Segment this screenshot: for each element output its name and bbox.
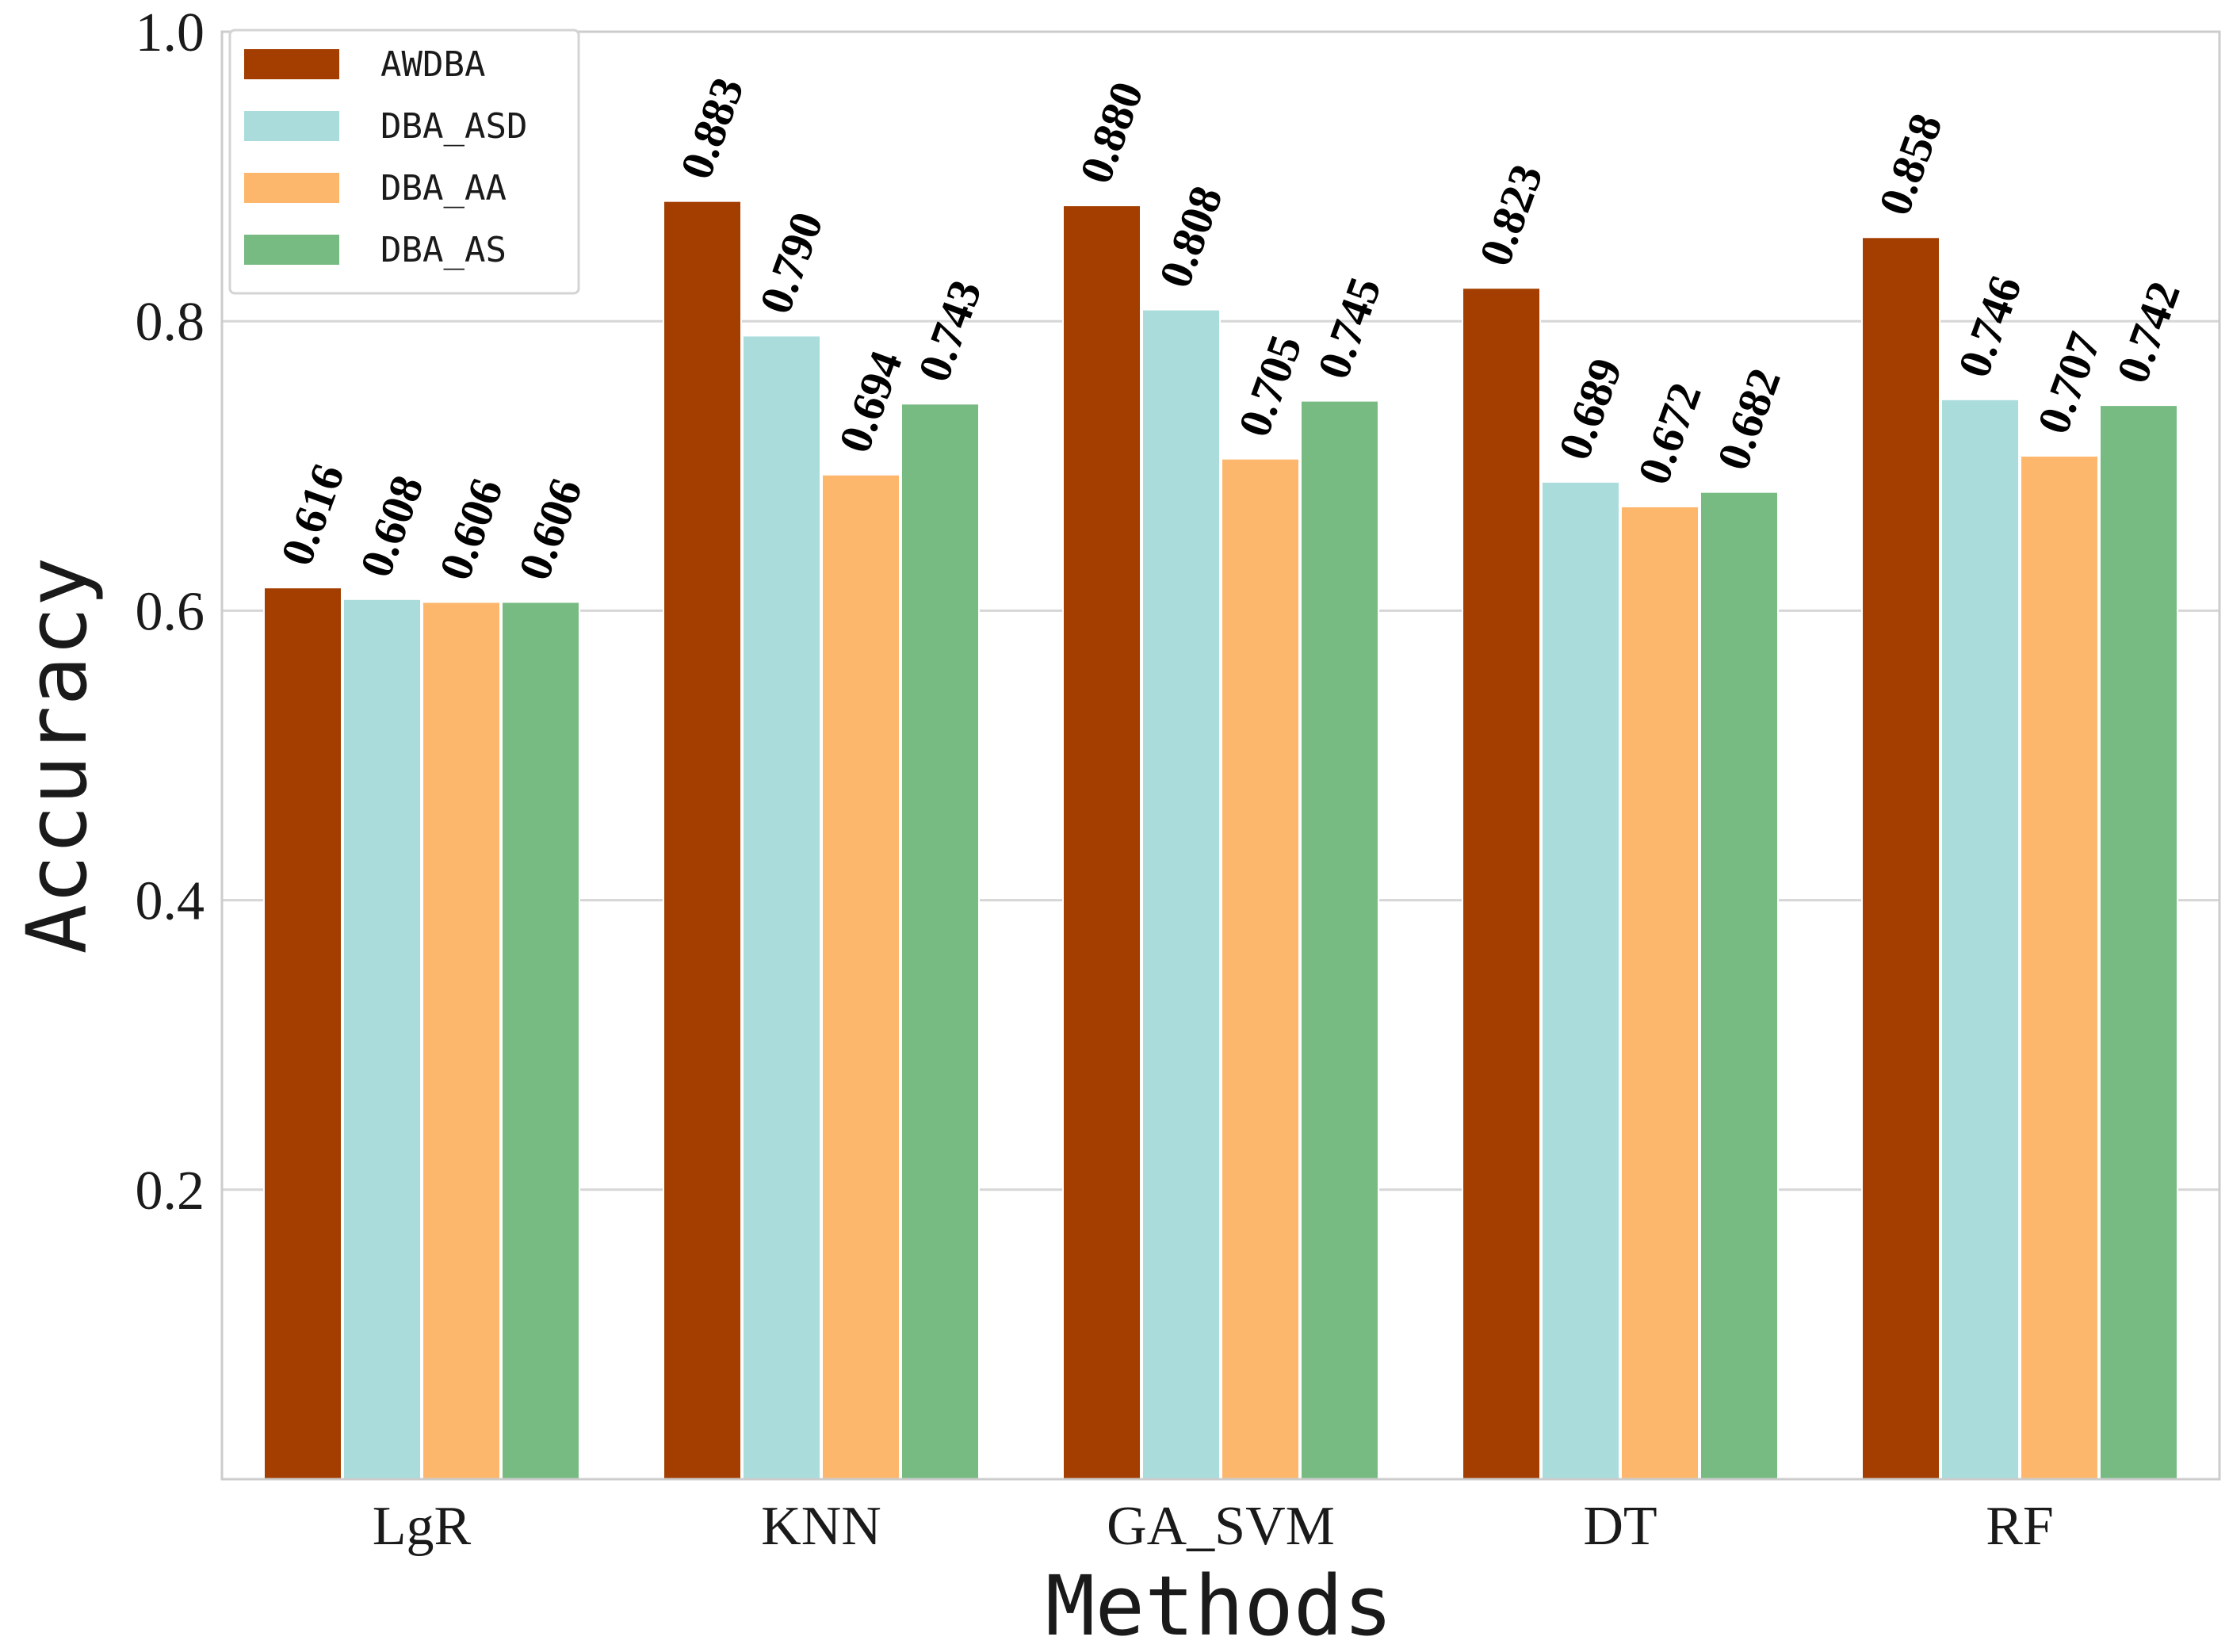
bar-value-label: 0.808 (1149, 179, 1233, 294)
bar-dba-aa (422, 601, 501, 1480)
bar-value-label: 0.883 (670, 71, 754, 185)
x-axis-title: Methods (1046, 1558, 1393, 1652)
bar-dba-aa (821, 473, 900, 1480)
legend: AWDBA DBA_ASD DBA_AA DBA_AS (228, 29, 580, 295)
bar-value-label: 0.745 (1307, 270, 1391, 385)
legend-label: DBA_ASD (380, 106, 527, 147)
bar-value-label: 0.694 (828, 344, 912, 459)
y-axis-title: Accuracy (9, 557, 105, 954)
bar-awdba (1062, 205, 1141, 1480)
y-tick-labels: 0.2 0.4 0.6 0.8 1.0 (136, 2, 205, 1222)
bar-value-label: 0.707 (2027, 326, 2111, 441)
legend-label: DBA_AA (380, 168, 507, 208)
bar-awdba (263, 587, 342, 1481)
bars (263, 200, 2178, 1481)
legend-label: DBA_AS (380, 230, 507, 270)
x-tick-label: DT (1583, 1496, 1657, 1557)
bar-dba-aa (1620, 505, 1699, 1480)
bar-dba-asd (1541, 480, 1620, 1480)
y-tick-label: 0.6 (136, 581, 205, 642)
bar-awdba (663, 200, 742, 1481)
legend-swatch (244, 49, 339, 79)
bar-value-label: 0.606 (508, 472, 592, 587)
y-tick-label: 1.0 (136, 2, 205, 63)
bar-value-label: 0.672 (1627, 377, 1711, 491)
bar-dba-asd (742, 335, 821, 1481)
x-tick-label: RF (1986, 1496, 2054, 1557)
bar-dba-as (900, 403, 980, 1481)
x-tick-label: GA_SVM (1107, 1496, 1335, 1557)
legend-swatch (244, 235, 339, 265)
x-tick-label: KNN (761, 1496, 881, 1557)
bar-value-label: 0.746 (1948, 269, 2032, 384)
bar-dba-as (501, 601, 580, 1480)
bar-value-label: 0.682 (1707, 361, 1791, 476)
y-tick-label: 0.8 (136, 292, 205, 353)
legend-label: AWDBA (380, 44, 485, 85)
bar-value-label: 0.823 (1469, 158, 1553, 273)
bar-dba-aa (1221, 457, 1300, 1480)
bar-dba-as (1699, 491, 1779, 1481)
x-tick-labels: LgR KNN GA_SVM DT RF (373, 1496, 2054, 1557)
bar-value-label: 0.689 (1548, 351, 1632, 466)
bar-value-label: 0.858 (1868, 107, 1952, 222)
bar-dba-asd (1141, 308, 1221, 1480)
legend-swatch (244, 173, 339, 203)
bar-value-label: 0.880 (1069, 75, 1153, 190)
bar-value-label: 0.742 (2106, 275, 2190, 390)
bar-dba-as (2099, 404, 2178, 1480)
plot-frame (220, 30, 2221, 1481)
y-tick-label: 0.2 (136, 1161, 205, 1222)
bar-value-label: 0.743 (908, 273, 992, 388)
bar-value-label: 0.608 (350, 468, 434, 583)
bar-value-label: 0.790 (749, 205, 833, 320)
bar-value-label: 0.606 (429, 472, 513, 587)
legend-swatch (244, 111, 339, 141)
bar-value-label: 0.705 (1228, 328, 1312, 443)
bar-dba-as (1300, 400, 1379, 1480)
bar-awdba (1861, 236, 1940, 1480)
bar-dba-aa (2020, 455, 2099, 1481)
x-tick-label: LgR (373, 1496, 472, 1557)
y-tick-label: 0.4 (136, 871, 205, 932)
bar-dba-asd (342, 598, 422, 1480)
bar-dba-asd (1940, 398, 2020, 1481)
legend-box (228, 29, 580, 295)
bar-value-label: 0.616 (270, 457, 354, 572)
bar-awdba (1462, 287, 1541, 1480)
